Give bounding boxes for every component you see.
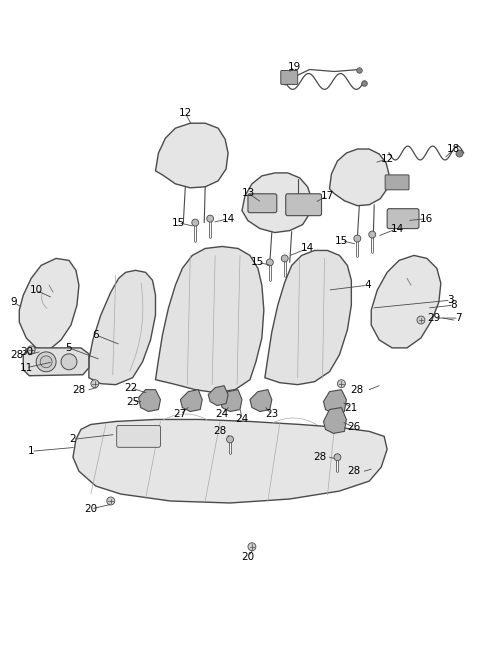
Polygon shape <box>89 270 156 384</box>
Text: 8: 8 <box>450 300 457 310</box>
Circle shape <box>207 215 214 222</box>
Text: 28: 28 <box>72 384 85 395</box>
FancyBboxPatch shape <box>286 194 322 216</box>
Polygon shape <box>208 386 228 405</box>
Text: 12: 12 <box>179 108 192 118</box>
Circle shape <box>107 497 115 505</box>
Text: 15: 15 <box>172 218 185 228</box>
Text: 28: 28 <box>313 452 326 462</box>
Text: 5: 5 <box>66 343 72 353</box>
Circle shape <box>337 380 346 388</box>
Text: 3: 3 <box>447 295 454 305</box>
Polygon shape <box>250 390 272 411</box>
Text: 18: 18 <box>447 144 460 154</box>
Text: 2: 2 <box>70 434 76 444</box>
Circle shape <box>248 543 256 550</box>
Circle shape <box>334 454 341 461</box>
Text: 14: 14 <box>301 243 314 253</box>
Text: 23: 23 <box>265 409 278 419</box>
Circle shape <box>227 436 234 443</box>
Text: 29: 29 <box>427 313 441 323</box>
Text: 27: 27 <box>174 409 187 419</box>
FancyBboxPatch shape <box>385 175 409 190</box>
Text: 28: 28 <box>351 384 364 395</box>
Polygon shape <box>19 258 79 350</box>
Text: 12: 12 <box>381 154 394 164</box>
Polygon shape <box>156 247 264 393</box>
Text: 20: 20 <box>241 552 254 562</box>
Polygon shape <box>139 390 160 411</box>
Circle shape <box>354 235 361 242</box>
Text: 22: 22 <box>124 382 137 393</box>
Circle shape <box>36 352 56 372</box>
Text: 4: 4 <box>364 280 371 290</box>
Circle shape <box>417 316 425 324</box>
Text: 28: 28 <box>348 466 361 476</box>
Text: 14: 14 <box>390 224 404 234</box>
Text: 15: 15 <box>335 236 348 245</box>
Text: 10: 10 <box>30 285 43 295</box>
Text: 26: 26 <box>348 422 361 432</box>
Text: 24: 24 <box>235 415 249 424</box>
Polygon shape <box>23 348 89 376</box>
FancyBboxPatch shape <box>281 70 298 85</box>
Text: 6: 6 <box>93 330 99 340</box>
Polygon shape <box>220 390 242 411</box>
Text: 1: 1 <box>28 446 35 457</box>
Polygon shape <box>324 407 347 434</box>
Text: 28: 28 <box>214 426 227 436</box>
Polygon shape <box>265 251 351 384</box>
Circle shape <box>369 231 376 238</box>
Circle shape <box>27 346 35 354</box>
Text: 30: 30 <box>20 347 33 357</box>
Text: 25: 25 <box>126 397 139 407</box>
Circle shape <box>266 259 273 266</box>
Text: 24: 24 <box>216 409 229 419</box>
Text: 13: 13 <box>241 188 254 198</box>
FancyBboxPatch shape <box>117 426 160 447</box>
Text: 20: 20 <box>84 504 97 514</box>
Text: 9: 9 <box>10 297 17 307</box>
Text: 14: 14 <box>221 214 235 224</box>
Circle shape <box>91 380 99 388</box>
Polygon shape <box>329 149 389 206</box>
Polygon shape <box>324 390 347 413</box>
Polygon shape <box>242 173 312 233</box>
Circle shape <box>192 219 199 226</box>
Polygon shape <box>73 419 387 503</box>
FancyBboxPatch shape <box>387 209 419 228</box>
Text: 15: 15 <box>251 257 264 268</box>
Text: 16: 16 <box>420 214 433 224</box>
Circle shape <box>40 356 52 368</box>
Text: 7: 7 <box>456 313 462 323</box>
Text: 28: 28 <box>11 350 24 360</box>
FancyBboxPatch shape <box>248 194 277 213</box>
Text: 17: 17 <box>321 191 334 201</box>
Polygon shape <box>371 255 441 348</box>
Circle shape <box>281 255 288 262</box>
Polygon shape <box>180 390 202 411</box>
Text: 19: 19 <box>288 62 301 72</box>
Text: 21: 21 <box>345 403 358 413</box>
Polygon shape <box>156 123 228 188</box>
Text: 11: 11 <box>20 363 33 373</box>
Circle shape <box>61 354 77 370</box>
